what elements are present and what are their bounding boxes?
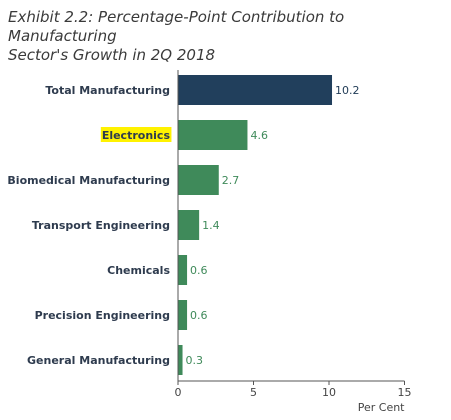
x-tick-label-5: 5 [250, 386, 257, 399]
chart-title-line-2: Sector's Growth in 2Q 2018 [8, 46, 216, 64]
category-label-transport-engineering: Transport Engineering [32, 219, 170, 232]
category-label-total-manufacturing: Total Manufacturing [45, 84, 170, 97]
x-tick-label-10: 10 [322, 386, 336, 399]
value-label-total-manufacturing: 10.2 [335, 84, 360, 97]
value-label-general-manufacturing: 0.3 [186, 354, 204, 367]
highlight-electronics [100, 127, 172, 142]
value-label-chemicals: 0.6 [190, 264, 208, 277]
bar-chemicals [178, 255, 188, 285]
category-label-biomedical-manufacturing: Biomedical Manufacturing [7, 174, 170, 187]
chart-title: Exhibit 2.2: Percentage-Point Contributi… [8, 8, 448, 65]
bar-biomedical-manufacturing [178, 165, 219, 195]
bar-precision-engineering [178, 300, 188, 330]
bar-general-manufacturing [178, 345, 183, 375]
x-tick-label-15: 15 [398, 386, 412, 399]
x-tick-label-0: 0 [175, 386, 182, 399]
value-label-electronics: 4.6 [250, 129, 268, 142]
bar-total-manufacturing [178, 75, 333, 105]
category-label-precision-engineering: Precision Engineering [35, 309, 170, 322]
value-label-biomedical-manufacturing: 2.7 [222, 174, 240, 187]
value-label-precision-engineering: 0.6 [190, 309, 208, 322]
chart-title-line-1: Exhibit 2.2: Percentage-Point Contributi… [8, 8, 345, 45]
category-label-electronics: Electronics [102, 129, 171, 142]
value-label-transport-engineering: 1.4 [202, 219, 220, 232]
category-label-chemicals: Chemicals [107, 264, 170, 277]
bar-electronics [178, 120, 248, 150]
x-axis-label: Per Cent [358, 401, 405, 414]
category-label-general-manufacturing: General Manufacturing [27, 354, 170, 367]
bar-transport-engineering [178, 210, 200, 240]
